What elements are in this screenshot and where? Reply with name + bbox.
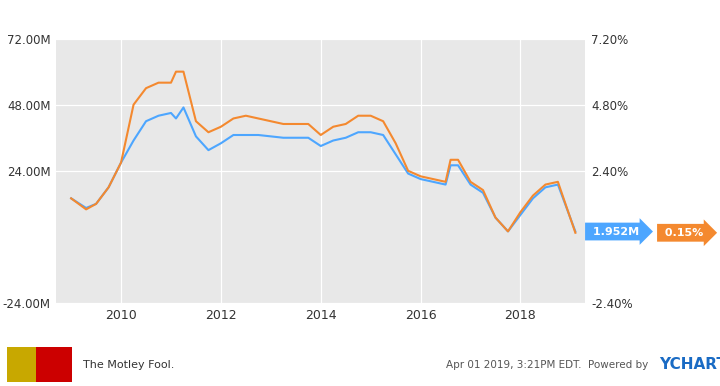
Text: YCHARTS: YCHARTS xyxy=(659,357,720,372)
Bar xyxy=(36,347,72,382)
Text: 1.952M: 1.952M xyxy=(589,227,643,237)
Text: Apr 01 2019, 3:21PM EDT.  Powered by: Apr 01 2019, 3:21PM EDT. Powered by xyxy=(446,360,652,370)
Bar xyxy=(7,347,36,382)
Text: 0.15%: 0.15% xyxy=(661,228,707,238)
Text: The Motley Fool.: The Motley Fool. xyxy=(83,360,174,370)
